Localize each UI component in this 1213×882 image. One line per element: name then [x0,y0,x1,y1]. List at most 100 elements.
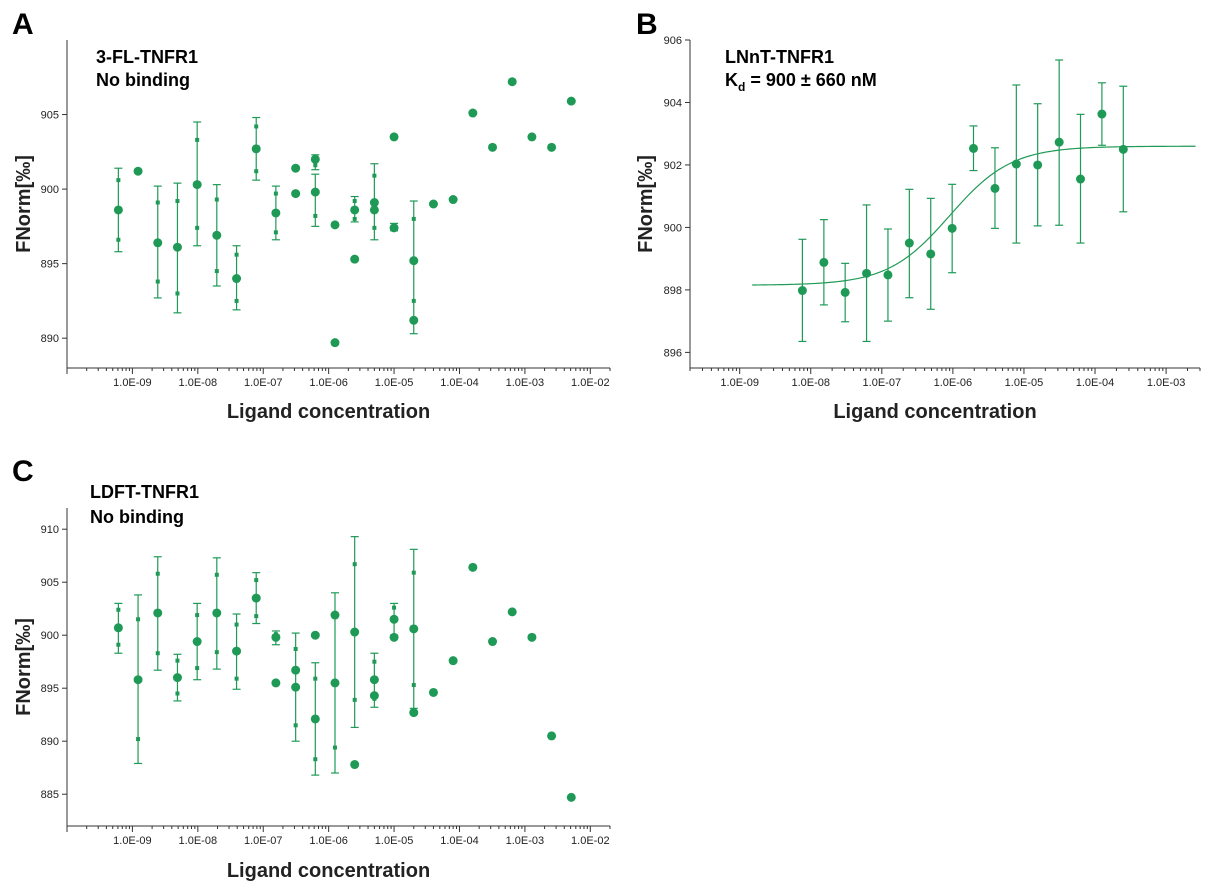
data-point [271,208,281,218]
y-tick-label: 905 [41,577,59,589]
panel-letter-b: B [636,8,658,41]
replicate-marker [116,642,121,647]
replicate-marker [175,658,180,663]
y-tick-label: 890 [41,333,59,345]
data-point [409,315,419,325]
x-tick-label: 1.0E-09 [113,377,152,389]
replicate-marker [116,178,121,183]
replicate-marker [214,650,219,655]
data-point [468,562,478,572]
replicate-marker [254,124,259,129]
replicate-marker [234,676,239,681]
data-point [947,223,957,233]
x-tick-label: 1.0E-03 [1147,377,1186,389]
y-tick-label: 900 [664,222,682,234]
data-point [133,675,143,685]
replicate-marker [234,252,239,257]
data-point [1076,174,1086,184]
y-axis-title: FNorm[‰] [13,155,35,253]
replicate-marker [214,269,219,274]
x-tick-label: 1.0E-04 [440,377,479,389]
y-axis-title: FNorm[‰] [13,618,35,716]
y-tick-label: 890 [41,736,59,748]
replicate-marker [195,137,200,142]
y-tick-label: 905 [41,110,59,122]
data-point [968,143,978,153]
data-point [369,198,379,208]
data-point [350,254,360,264]
data-point [862,268,872,278]
data-point [310,154,320,164]
x-tick-label: 1.0E-03 [506,835,545,847]
replicate-marker [254,578,259,583]
data-point [409,708,419,718]
data-point [271,632,281,642]
y-tick-label: 904 [664,97,682,109]
annotation-line-1: LDFT-TNFR1 [90,482,199,502]
replicate-marker [195,666,200,671]
data-point [1097,109,1107,119]
data-point [1033,160,1043,170]
replicate-marker [155,651,160,656]
data-point [330,678,340,688]
replicate-marker [175,291,180,296]
data-point [369,205,379,215]
y-tick-label: 900 [41,184,59,196]
data-point [448,195,458,205]
data-point [389,632,399,642]
data-point [153,238,163,248]
x-tick-label: 1.0E-06 [309,835,348,847]
data-point [507,607,517,617]
x-tick-label: 1.0E-05 [375,377,414,389]
replicate-marker [195,225,200,230]
data-point [251,144,261,154]
data-point [448,656,458,666]
data-point [212,230,222,240]
replicate-marker [293,723,298,728]
data-point [291,665,301,675]
x-tick-label: 1.0E-02 [571,835,610,847]
data-point [1011,159,1021,169]
data-point [330,338,340,348]
data-point [389,614,399,624]
replicate-marker [332,745,337,750]
data-point [819,257,829,267]
annotation-line-1: LNnT-TNFR1 [725,47,834,67]
y-tick-label: 895 [41,683,59,695]
replicate-marker [214,197,219,202]
data-point [904,238,914,248]
annotation-line-2: No binding [96,70,190,90]
replicate-marker [155,200,160,205]
replicate-marker [234,622,239,627]
data-point [251,593,261,603]
data-point [527,132,537,142]
data-point [369,675,379,685]
data-point [990,183,1000,193]
data-point [133,166,143,176]
data-point [1118,144,1128,154]
data-point [172,673,182,683]
annotation-line-1: 3-FL-TNFR1 [96,47,198,67]
data-point [488,142,498,152]
data-point [212,608,222,618]
replicate-marker [352,697,357,702]
y-tick-label: 906 [664,35,682,47]
replicate-marker [116,607,121,612]
data-point [389,132,399,142]
data-point [926,249,936,259]
x-tick-label: 1.0E-04 [1076,377,1115,389]
replicate-marker [313,676,318,681]
data-point [291,163,301,173]
y-axis-title: FNorm[‰] [635,155,657,253]
data-point [883,270,893,280]
x-tick-label: 1.0E-08 [179,835,218,847]
replicate-marker [234,298,239,303]
replicate-marker [313,757,318,762]
x-tick-label: 1.0E-06 [934,377,973,389]
x-tick-label: 1.0E-07 [863,377,902,389]
y-tick-label: 895 [41,259,59,271]
data-point [566,96,576,106]
data-point [468,108,478,118]
x-tick-label: 1.0E-09 [720,377,759,389]
